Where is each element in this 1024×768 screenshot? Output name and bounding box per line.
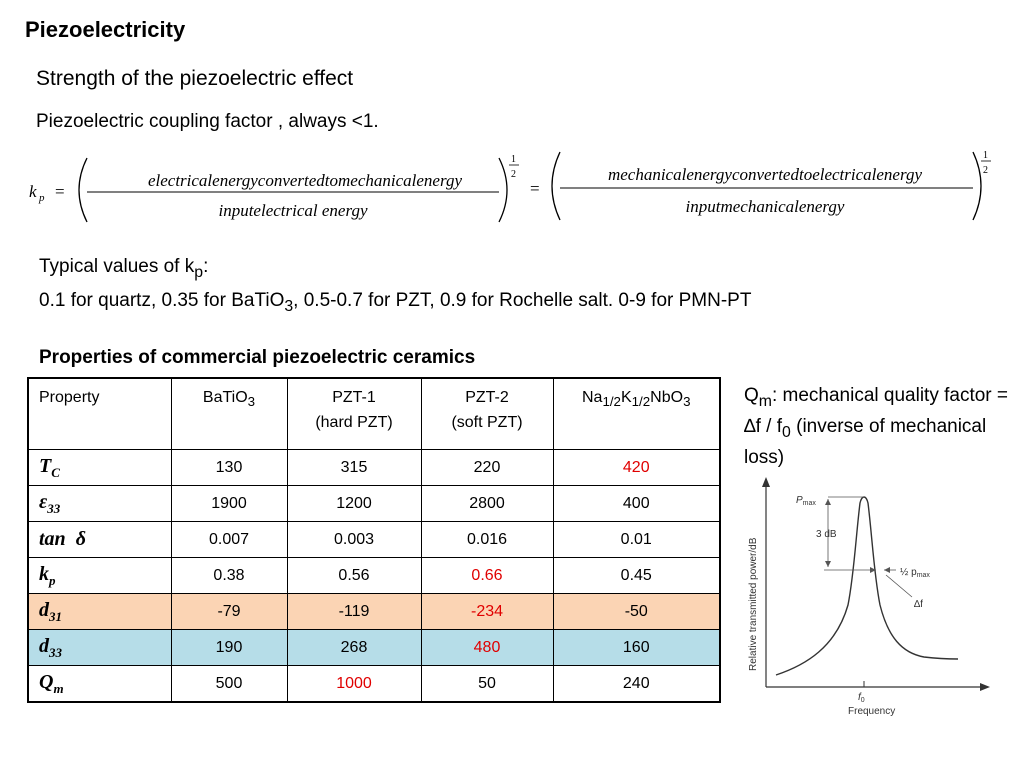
typical-values-list: 0.1 for quartz, 0.35 for BaTiO3, 0.5-0.7… [39, 290, 752, 315]
table-row-d33: d33 190 268 480 160 [27, 629, 721, 666]
cell-tc-nkn: 420 [552, 449, 721, 486]
table-header-row: Property BaTiO3 PZT-1 (hard PZT) PZT-2 (so… [27, 377, 721, 450]
cell-kp-pzt1: 0.56 [286, 557, 422, 594]
header-pzt2: PZT-2 (soft PZT) [420, 377, 554, 450]
symbol-tan-delta: tan δ [27, 521, 172, 558]
cell-e33-pzt2: 2800 [420, 485, 554, 522]
cell-d31-pzt2: -234 [420, 593, 554, 630]
eq-exp1-num: 1 [511, 154, 516, 165]
eq-exp2-num: 1 [983, 150, 988, 161]
eq-k-sub: p [38, 192, 45, 204]
eq-exp2-den: 2 [983, 165, 988, 176]
symbol-d33: d33 [27, 629, 172, 666]
cell-qm-pzt1: 1000 [286, 665, 422, 703]
header-nkn: Na1/2K1/2NbO3 [552, 377, 721, 450]
cell-tan-pzt2: 0.016 [420, 521, 554, 558]
cell-d31-batio3: -79 [170, 593, 288, 630]
eq-equals-2: = [530, 179, 540, 198]
cell-qm-batio3: 500 [170, 665, 288, 703]
f0-label: f0 [858, 692, 865, 704]
graph-ylabel: Relative transmitted power/dB [748, 537, 759, 671]
cell-d33-nkn: 160 [552, 629, 721, 666]
symbol-e33: ε33 [27, 485, 172, 522]
cell-tc-pzt1: 315 [286, 449, 422, 486]
graph-y-arrow [762, 477, 770, 487]
eq-frac1-num: electricalenergyconvertedtomechanicalene… [148, 171, 462, 190]
pmax-label: Pmax [796, 495, 816, 507]
symbol-qm: Qm [27, 665, 172, 703]
header-batio3: BaTiO3 [170, 377, 288, 450]
cell-d31-nkn: -50 [552, 593, 721, 630]
cell-qm-pzt2: 50 [420, 665, 554, 703]
cell-d33-batio3: 190 [170, 629, 288, 666]
cell-kp-nkn: 0.45 [552, 557, 721, 594]
symbol-tc: TC [27, 449, 172, 486]
table-row-d31: d31 -79 -119 -234 -50 [27, 593, 721, 630]
resonance-curve [775, 496, 959, 676]
cell-kp-batio3: 0.38 [170, 557, 288, 594]
cell-tan-nkn: 0.01 [552, 521, 721, 558]
qm-definition: Qm: mechanical quality factor = ∆f / f0 … [744, 385, 1009, 468]
page-title: Piezoelectricity [25, 17, 186, 42]
section-subtitle: Strength of the piezoelectric effect [36, 67, 354, 90]
properties-table: Property BaTiO3 PZT-1 (hard PZT) PZT-2 (so… [27, 377, 721, 703]
graph-x-arrow [980, 683, 990, 691]
header-pzt1: PZT-1 (hard PZT) [286, 377, 422, 450]
eq-frac2-den: inputmechanicalenergy [686, 197, 845, 216]
cell-e33-nkn: 400 [552, 485, 721, 522]
cell-tc-batio3: 130 [170, 449, 288, 486]
cell-e33-batio3: 1900 [170, 485, 288, 522]
symbol-d31: d31 [27, 593, 172, 630]
delta-f-label: ∆f [914, 599, 923, 610]
resonance-graph: Pmax 3 dB ½ pmax ∆f f0 Frequency Relativ… [748, 477, 990, 717]
cell-tc-pzt2: 220 [420, 449, 554, 486]
table-heading: Properties of commercial piezoelectric c… [39, 347, 476, 368]
table-row-tan-delta: tan δ 0.007 0.003 0.016 0.01 [27, 521, 721, 558]
cell-d31-pzt1: -119 [286, 593, 422, 630]
eq-paren-right-2 [972, 151, 982, 221]
table-row-qm: Qm 500 1000 50 240 [27, 665, 721, 703]
cell-tan-pzt1: 0.003 [286, 521, 422, 558]
coupling-factor-text: Piezoelectric coupling factor , always <… [36, 111, 379, 132]
cell-tan-batio3: 0.007 [170, 521, 288, 558]
table-row-tc: TC 130 315 220 420 [27, 449, 721, 486]
table-row-e33: ε33 1900 1200 2800 400 [27, 485, 721, 522]
header-property: Property [27, 377, 172, 450]
cell-d33-pzt2: 480 [420, 629, 554, 666]
half-pmax-label: ½ pmax [900, 567, 930, 579]
cell-kp-pzt2: 0.66 [420, 557, 554, 594]
eq-k: k [29, 182, 37, 201]
cell-d33-pzt1: 268 [286, 629, 422, 666]
eq-paren-right-1 [498, 157, 508, 223]
cell-e33-pzt1: 1200 [286, 485, 422, 522]
delta-f-pointer [885, 574, 913, 598]
symbol-kp: kp [27, 557, 172, 594]
typical-values-label: Typical values of kp: [39, 256, 209, 281]
cell-qm-nkn: 240 [552, 665, 721, 703]
db-label: 3 dB [816, 529, 837, 540]
eq-frac2-num: mechanicalenergyconvertedtoelectricalene… [608, 165, 922, 184]
eq-exp1-den: 2 [511, 169, 516, 180]
table-row-kp: kp 0.38 0.56 0.66 0.45 [27, 557, 721, 594]
eq-equals-1: = [55, 182, 65, 201]
eq-paren-left-1 [78, 157, 88, 223]
coupling-equation: k p = electricalenergyconvertedtomechani… [29, 150, 991, 223]
graph-xlabel: Frequency [848, 706, 895, 717]
eq-paren-left-2 [551, 151, 561, 221]
eq-frac1-den: inputelectrical energy [218, 201, 367, 220]
